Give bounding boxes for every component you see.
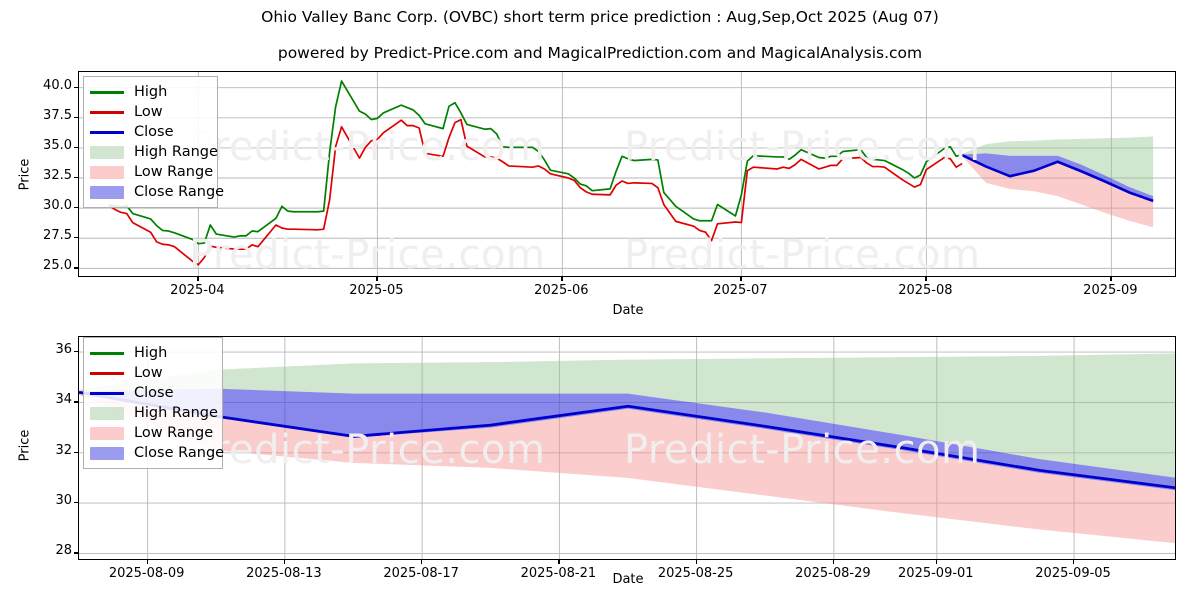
x-tick-label: 2025-06: [534, 283, 589, 298]
y-tick-mark: [74, 116, 78, 118]
legend-swatch-icon: [90, 351, 124, 355]
page-subtitle: powered by Predict-Price.com and Magical…: [277, 44, 923, 62]
legend-swatch-icon: [90, 130, 124, 134]
x-tick-mark: [695, 560, 697, 564]
legend-item-close-range: Close Range: [90, 443, 224, 463]
y-tick-mark: [74, 237, 78, 239]
y-tick-mark: [74, 177, 78, 179]
overview-svg: [79, 72, 1175, 276]
legend-item-label: Close: [134, 385, 174, 401]
x-tick-label: 2025-08-29: [795, 566, 871, 581]
legend-swatch-icon: [90, 185, 124, 199]
y-tick-mark: [74, 86, 78, 88]
y-tick-label: 28: [55, 543, 72, 559]
legend-swatch-icon: [90, 110, 124, 114]
legend-item-label: Close: [134, 124, 174, 140]
legend-item-label: High: [134, 345, 168, 361]
y-tick-label: 35.0: [43, 137, 72, 153]
legend-swatch-icon: [90, 371, 124, 375]
y-tick-label: 32.5: [43, 168, 72, 183]
y-tick-mark: [74, 146, 78, 149]
legend-swatch-icon: [90, 391, 124, 395]
y-tick-mark: [74, 351, 78, 353]
x-tick-label: 2025-07: [713, 283, 768, 298]
legend-item-low: Low: [90, 102, 209, 122]
y-tick-label: 37.5: [43, 107, 72, 123]
x-tick-label: 2025-09-05: [1035, 566, 1111, 581]
x-tick-mark: [146, 560, 148, 564]
page-title: Ohio Valley Banc Corp. (OVBC) short term…: [261, 8, 939, 26]
y-tick-label: 30: [55, 493, 72, 509]
legend-item-high-range: High Range: [90, 403, 218, 423]
x-tick-mark: [925, 277, 927, 281]
x-tick-mark: [740, 277, 742, 281]
x-tick-mark: [561, 277, 563, 281]
x-tick-mark: [832, 560, 835, 564]
legend-item-high: High: [90, 82, 209, 102]
x-tick-label: 2025-08-13: [246, 566, 322, 581]
legend-item-label: Low: [134, 365, 163, 381]
y-tick-mark: [74, 451, 78, 453]
x-tick-label: 2025-09-01: [898, 566, 974, 581]
y-tick-label: 32: [55, 442, 72, 458]
y-tick-label: 30.0: [43, 198, 72, 214]
detail-x-axis-label: Date: [612, 572, 644, 587]
x-tick-mark: [1110, 277, 1112, 281]
x-tick-label: 2025-08-21: [520, 566, 597, 581]
x-tick-mark: [935, 560, 937, 564]
y-tick-label: 36: [55, 342, 72, 358]
x-tick-mark: [283, 560, 286, 564]
y-tick-label: 40.0: [43, 77, 72, 93]
x-tick-mark: [558, 560, 560, 564]
legend-swatch-icon: [90, 165, 124, 179]
legend-item-label: High Range: [134, 144, 218, 160]
legend-item-label: Close Range: [134, 445, 225, 461]
legend-item-close-range: Close Range: [90, 182, 224, 202]
y-tick-label: 27.5: [43, 228, 72, 244]
y-tick-mark: [74, 552, 78, 554]
detail-legend: High Low Close High Range Low Range Close Ran…: [83, 337, 224, 469]
y-tick-label: 25.0: [43, 258, 72, 274]
x-tick-label: 2025-08-25: [657, 566, 734, 581]
legend-swatch-icon: [90, 406, 124, 420]
overview-legend: High Low Close High Range Low Range Close Ran…: [83, 76, 224, 208]
legend-item-close: Close: [90, 383, 214, 403]
legend-swatch-icon: [90, 90, 124, 94]
y-tick-mark: [74, 267, 78, 269]
detail-plot-area: Predict-Price.com Predict-Price.com: [78, 336, 1176, 560]
x-tick-mark: [1073, 560, 1075, 564]
legend-item-high: High: [90, 343, 214, 363]
legend-item-low-range: Low Range: [90, 162, 213, 182]
legend-item-high-range: High Range: [90, 142, 218, 162]
x-tick-mark: [376, 277, 378, 281]
y-tick-mark: [74, 207, 78, 209]
x-tick-label: 2025-08: [898, 283, 953, 298]
legend-item-low: Low: [90, 363, 214, 383]
x-tick-label: 2025-08-09: [108, 566, 185, 581]
overview-plot-area: Predict-Price.com Predict-Price.com Pred…: [78, 71, 1176, 277]
y-tick-label: 34: [55, 392, 72, 408]
legend-item-label: High: [134, 84, 168, 100]
legend-item-label: Low: [134, 104, 163, 120]
legend-item-low-range: Low Range: [90, 423, 214, 443]
y-tick-mark: [74, 401, 78, 403]
legend-item-label: Low Range: [134, 425, 214, 441]
legend-item-label: Close Range: [134, 184, 225, 200]
legend-item-label: High Range: [134, 405, 218, 421]
overview-x-axis-label: Date: [612, 303, 644, 318]
legend-swatch-icon: [90, 145, 124, 159]
x-tick-mark: [421, 560, 423, 564]
legend-item-close: Close: [90, 122, 209, 142]
x-tick-label: 2025-04: [170, 283, 225, 298]
legend-swatch-icon: [90, 426, 124, 440]
x-tick-label: 2025-08-17: [383, 566, 459, 581]
x-tick-label: 2025-05: [349, 283, 404, 298]
legend-item-label: Low Range: [134, 164, 214, 180]
x-tick-label: 2025-09: [1083, 283, 1138, 298]
detail-svg: [79, 337, 1175, 559]
legend-swatch-icon: [90, 446, 124, 460]
y-tick-mark: [74, 502, 78, 504]
x-tick-mark: [197, 277, 199, 281]
